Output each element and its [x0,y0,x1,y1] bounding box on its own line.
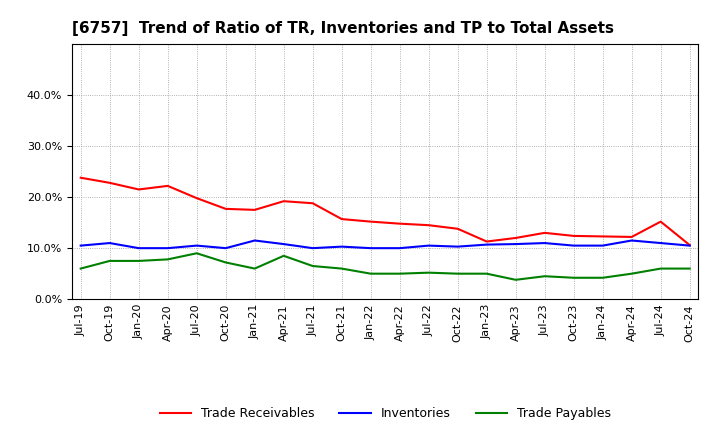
Trade Payables [511,277,520,282]
Inventories [570,243,578,248]
Inventories [541,240,549,246]
Inventories [366,246,375,251]
Inventories [424,243,433,248]
Trade Payables [541,274,549,279]
Inventories [192,243,201,248]
Trade Payables [570,275,578,280]
Trade Receivables [657,219,665,224]
Inventories [657,240,665,246]
Inventories [598,243,607,248]
Trade Payables [366,271,375,276]
Inventories [308,246,317,251]
Inventories [627,238,636,243]
Trade Receivables [627,234,636,239]
Inventories [511,242,520,247]
Inventories [163,246,172,251]
Trade Payables [221,260,230,265]
Trade Receivables [192,195,201,201]
Trade Payables [454,271,462,276]
Trade Payables [338,266,346,271]
Trade Payables [279,253,288,258]
Trade Receivables [135,187,143,192]
Line: Inventories: Inventories [81,241,690,248]
Trade Payables [192,251,201,256]
Inventories [685,243,694,248]
Trade Receivables [598,234,607,239]
Trade Receivables [221,206,230,212]
Inventories [135,246,143,251]
Trade Payables [685,266,694,271]
Trade Payables [657,266,665,271]
Trade Receivables [685,242,694,248]
Trade Payables [76,266,85,271]
Inventories [482,242,491,247]
Trade Receivables [366,219,375,224]
Trade Receivables [308,201,317,206]
Trade Payables [163,257,172,262]
Line: Trade Payables: Trade Payables [81,253,690,280]
Trade Receivables [482,239,491,244]
Trade Payables [105,258,114,264]
Trade Payables [395,271,404,276]
Inventories [251,238,259,243]
Inventories [221,246,230,251]
Trade Payables [482,271,491,276]
Inventories [105,240,114,246]
Trade Receivables [251,207,259,213]
Trade Receivables [570,233,578,238]
Trade Receivables [454,226,462,231]
Trade Payables [424,270,433,275]
Text: [6757]  Trend of Ratio of TR, Inventories and TP to Total Assets: [6757] Trend of Ratio of TR, Inventories… [72,21,614,36]
Inventories [395,246,404,251]
Trade Receivables [511,235,520,241]
Trade Receivables [338,216,346,222]
Legend: Trade Receivables, Inventories, Trade Payables: Trade Receivables, Inventories, Trade Pa… [155,403,616,425]
Trade Payables [135,258,143,264]
Trade Payables [251,266,259,271]
Trade Payables [598,275,607,280]
Inventories [76,243,85,248]
Line: Trade Receivables: Trade Receivables [81,178,690,245]
Trade Receivables [105,180,114,186]
Trade Receivables [76,175,85,180]
Trade Receivables [279,198,288,204]
Inventories [338,244,346,249]
Trade Payables [308,264,317,269]
Trade Receivables [163,183,172,188]
Trade Receivables [424,223,433,228]
Trade Receivables [395,221,404,226]
Trade Receivables [541,230,549,235]
Inventories [279,242,288,247]
Trade Payables [627,271,636,276]
Inventories [454,244,462,249]
